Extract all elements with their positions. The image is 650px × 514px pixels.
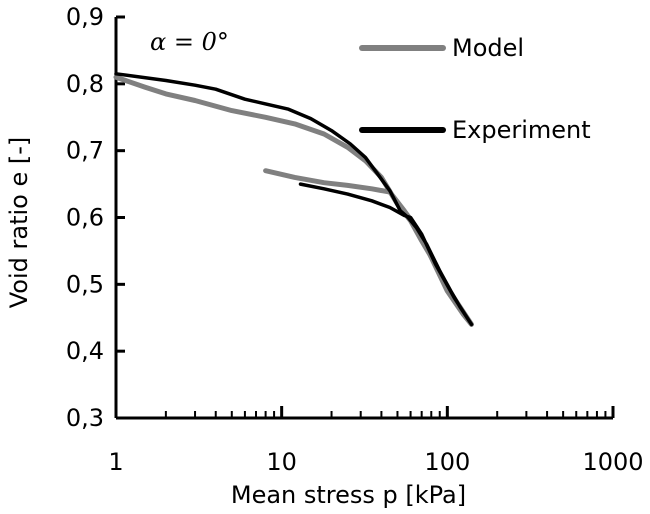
legend-label-model: Model — [452, 34, 524, 62]
x-tick-label: 10 — [266, 448, 297, 476]
y-tick-label: 0,3 — [66, 404, 104, 432]
axes — [114, 15, 615, 420]
x-axis-label: Mean stress p [kPa] — [231, 481, 466, 509]
angle-annotation: α = 0° — [150, 28, 229, 56]
x-tick-label: 1 — [108, 448, 123, 476]
series-line-experiment — [114, 72, 474, 327]
y-axis-label: Void ratio e [-] — [5, 137, 33, 309]
y-tick-label: 0,8 — [66, 70, 104, 98]
x-tick-label: 1000 — [582, 448, 643, 476]
y-tick-label: 0,6 — [66, 204, 104, 232]
legend-label-experiment: Experiment — [452, 116, 591, 144]
y-tick-label: 0,7 — [66, 137, 104, 165]
labels-layer: 0,3 0,4 0,5 0,6 0,7 0,8 0,9 1 10 100 1000 Mean stre… — [5, 3, 644, 509]
y-tick-label: 0,5 — [66, 270, 104, 298]
series-layer — [113, 72, 474, 327]
series-line-model — [113, 74, 474, 327]
x-tick-label: 100 — [424, 448, 470, 476]
y-tick-label: 0,4 — [66, 337, 104, 365]
y-tick-label: 0,9 — [66, 3, 104, 31]
